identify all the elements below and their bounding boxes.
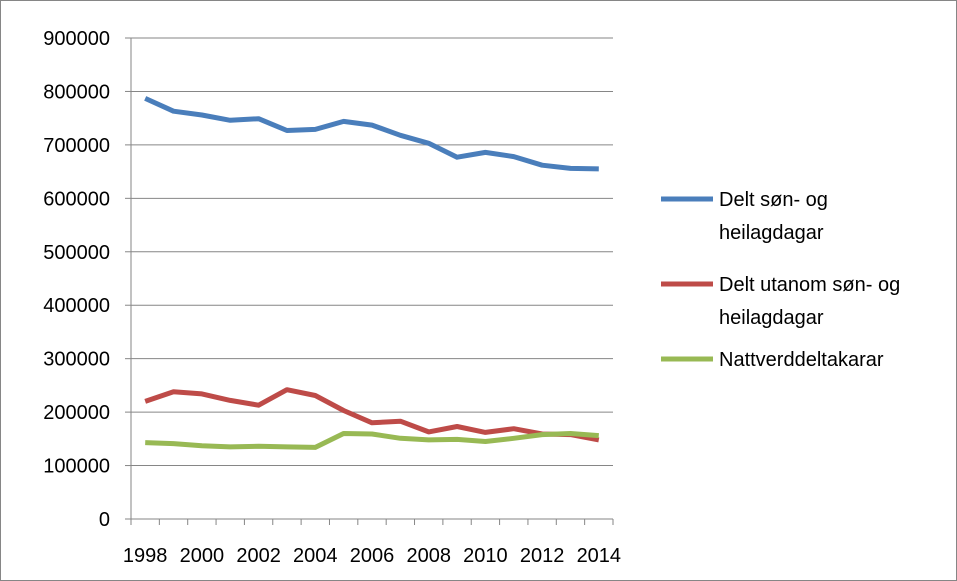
- x-tick-label: 2004: [293, 545, 338, 567]
- x-tick-label: 2008: [406, 545, 451, 567]
- y-tick-label: 600000: [43, 188, 110, 210]
- legend-label-line: heilagdagar: [719, 222, 824, 244]
- legend-label-line: heilagdagar: [719, 307, 824, 329]
- legend-label-3: Nattverddeltakarar: [719, 349, 884, 371]
- legend-label-line: Delt utanom søn- og: [719, 274, 900, 296]
- series-line-2: [144, 387, 600, 443]
- series-line-1: [144, 96, 599, 172]
- x-tick-label: 2000: [180, 545, 225, 567]
- y-tick-label: 0: [99, 509, 110, 531]
- x-tick-label: 2002: [236, 545, 281, 567]
- y-tick-label: 400000: [43, 295, 110, 317]
- series-lines: [144, 96, 600, 450]
- axes: 0 100000 200000 300000 400000 500000 600000 700…: [43, 28, 621, 567]
- y-tick-label: 100000: [43, 456, 110, 478]
- x-tick-label: 2012: [520, 545, 565, 567]
- x-tick-label: 1998: [123, 545, 168, 567]
- y-tick-label: 200000: [43, 402, 110, 424]
- y-tick-label: 700000: [43, 135, 110, 157]
- gridlines: [131, 37, 613, 467]
- y-tick-label: 300000: [43, 349, 110, 371]
- legend-label-2: Delt utanom søn- og heilagdagar: [719, 274, 900, 329]
- y-tick-label: 900000: [43, 28, 110, 50]
- y-tick-label: 800000: [43, 81, 110, 103]
- series-line-3: [145, 431, 599, 450]
- legend-label-line: Delt søn- og: [719, 189, 828, 211]
- x-tick-label: 2006: [350, 545, 395, 567]
- x-tick-label: 2014: [577, 545, 622, 567]
- legend-label-1: Delt søn- og heilagdagar: [719, 189, 828, 244]
- y-tick-label: 500000: [43, 242, 110, 264]
- x-tick-label: 2010: [463, 545, 508, 567]
- legend-label-line: Nattverddeltakarar: [719, 349, 884, 371]
